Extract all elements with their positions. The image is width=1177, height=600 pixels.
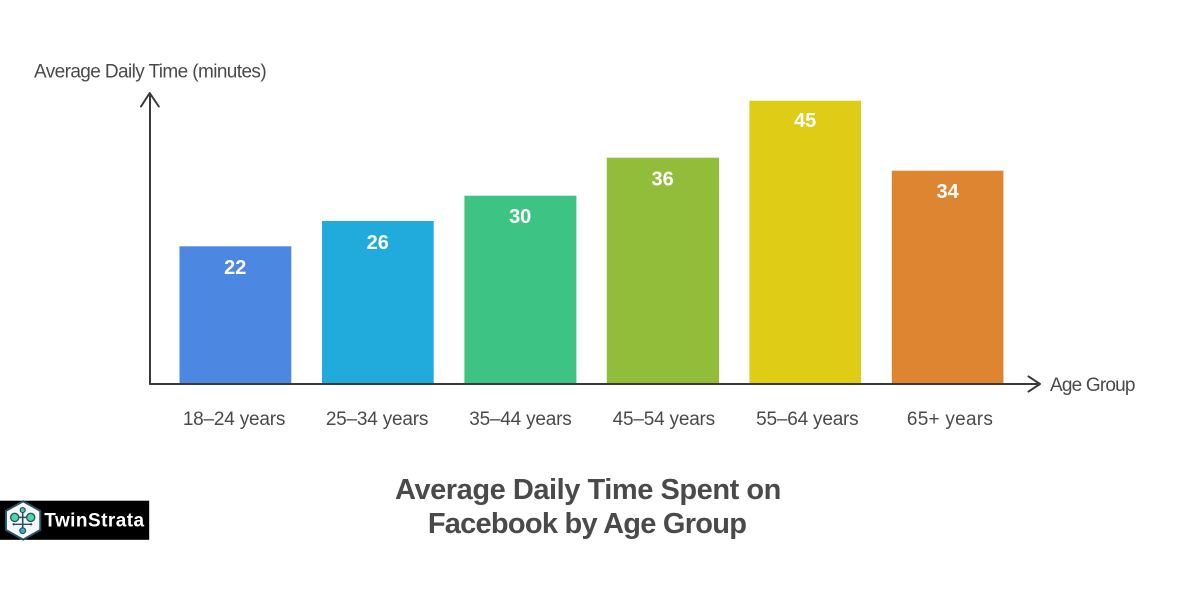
svg-text:45–54 years: 45–54 years: [613, 409, 715, 430]
svg-text:45: 45: [794, 110, 816, 132]
svg-text:18–24 years: 18–24 years: [183, 409, 285, 430]
svg-text:22: 22: [224, 257, 246, 279]
svg-text:34: 34: [936, 181, 959, 203]
svg-text:55–64 years: 55–64 years: [756, 409, 858, 430]
svg-text:Average Daily Time (minutes): Average Daily Time (minutes): [34, 61, 266, 82]
svg-text:30: 30: [509, 206, 531, 228]
svg-text:26: 26: [367, 232, 389, 254]
svg-text:36: 36: [651, 168, 673, 190]
svg-text:Average Daily Time Spent on: Average Daily Time Spent on: [395, 474, 781, 506]
svg-text:65+ years: 65+ years: [907, 409, 993, 430]
svg-text:Age Group: Age Group: [1050, 375, 1135, 396]
svg-text:25–34 years: 25–34 years: [326, 409, 428, 430]
svg-text:35–44 years: 35–44 years: [469, 409, 571, 430]
svg-text:Facebook by Age Group: Facebook by Age Group: [428, 508, 746, 540]
svg-text:TwinStrata: TwinStrata: [44, 511, 144, 532]
